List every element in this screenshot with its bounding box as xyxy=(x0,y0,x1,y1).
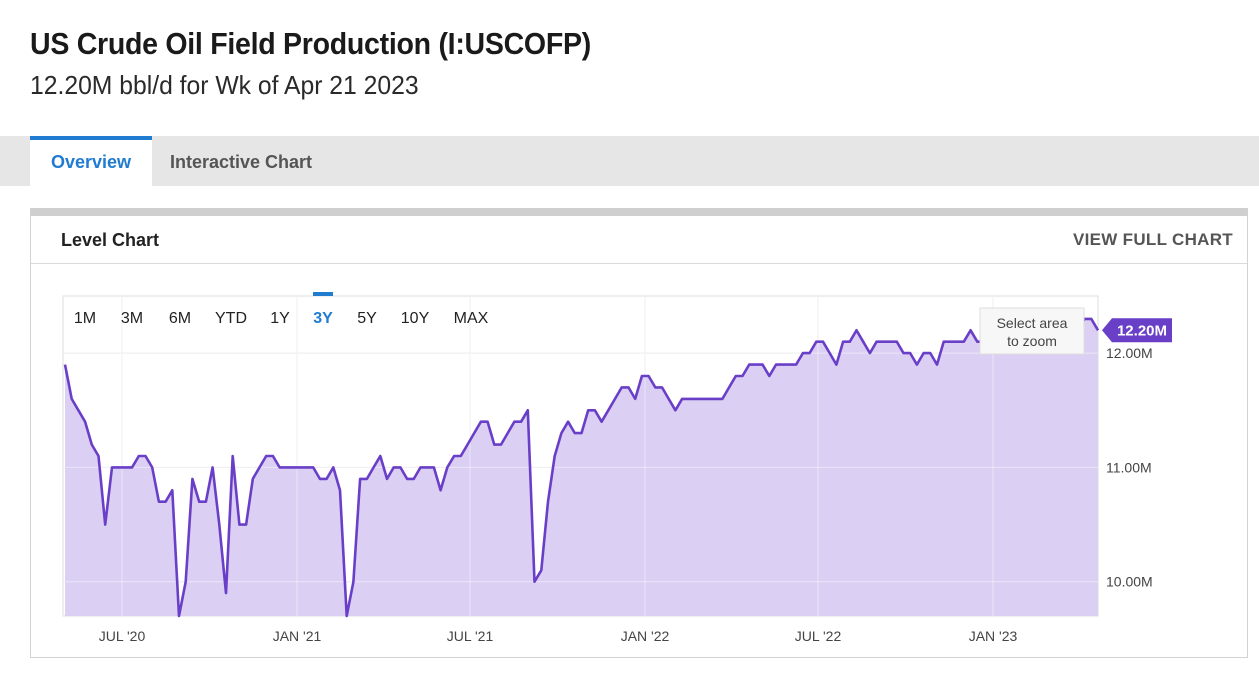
range-button-max[interactable]: MAX xyxy=(454,310,489,327)
range-button-3m[interactable]: 3M xyxy=(121,310,143,327)
range-button-1y[interactable]: 1Y xyxy=(270,310,290,327)
x-tick-label: JUL '21 xyxy=(447,628,494,644)
y-tick-label: 11.00M xyxy=(1106,459,1152,475)
page-header: US Crude Oil Field Production (I:USCOFP)… xyxy=(30,26,640,101)
last-value-label: 12.20M xyxy=(1117,322,1167,339)
x-tick-label: JUL '20 xyxy=(99,628,146,644)
zoom-hint-box xyxy=(979,307,1085,355)
range-button-ytd[interactable]: YTD xyxy=(215,310,247,327)
page-subtitle: 12.20M bbl/d for Wk of Apr 21 2023 xyxy=(30,70,419,100)
range-button-5y[interactable]: 5Y xyxy=(357,310,377,327)
range-selected-indicator xyxy=(313,292,333,296)
tab-interactive-chart[interactable]: Interactive Chart xyxy=(170,152,313,172)
view-full-chart-link[interactable]: VIEW FULL CHART xyxy=(1072,230,1233,249)
y-tick-label: 12.00M xyxy=(1106,345,1153,361)
series-area xyxy=(65,318,1098,616)
y-tick-label: 10.00M xyxy=(1106,574,1153,590)
card-header: Level Chart VIEW FULL CHART xyxy=(31,216,1247,264)
x-tick-label: JAN '21 xyxy=(273,628,322,644)
tab-overview[interactable]: Overview xyxy=(30,136,153,186)
range-button-3y[interactable]: 3Y xyxy=(313,310,333,327)
zoom-hint-text: Select area xyxy=(997,315,1068,331)
page-title: US Crude Oil Field Production (I:USCOFP) xyxy=(30,26,591,61)
x-tick-label: JAN '23 xyxy=(969,628,1018,644)
range-button-10y[interactable]: 10Y xyxy=(401,310,430,327)
x-tick-label: JUL '22 xyxy=(795,628,842,644)
x-tick-label: JAN '22 xyxy=(621,628,670,644)
zoom-hint-text: to zoom xyxy=(1007,333,1057,349)
range-button-6m[interactable]: 6M xyxy=(169,310,191,327)
card-title: Level Chart xyxy=(61,230,160,250)
last-value-flag xyxy=(1102,318,1172,343)
series-line xyxy=(63,317,1100,618)
range-button-1m[interactable]: 1M xyxy=(74,310,96,327)
tab-bar: Overview Interactive Chart xyxy=(0,136,1259,186)
